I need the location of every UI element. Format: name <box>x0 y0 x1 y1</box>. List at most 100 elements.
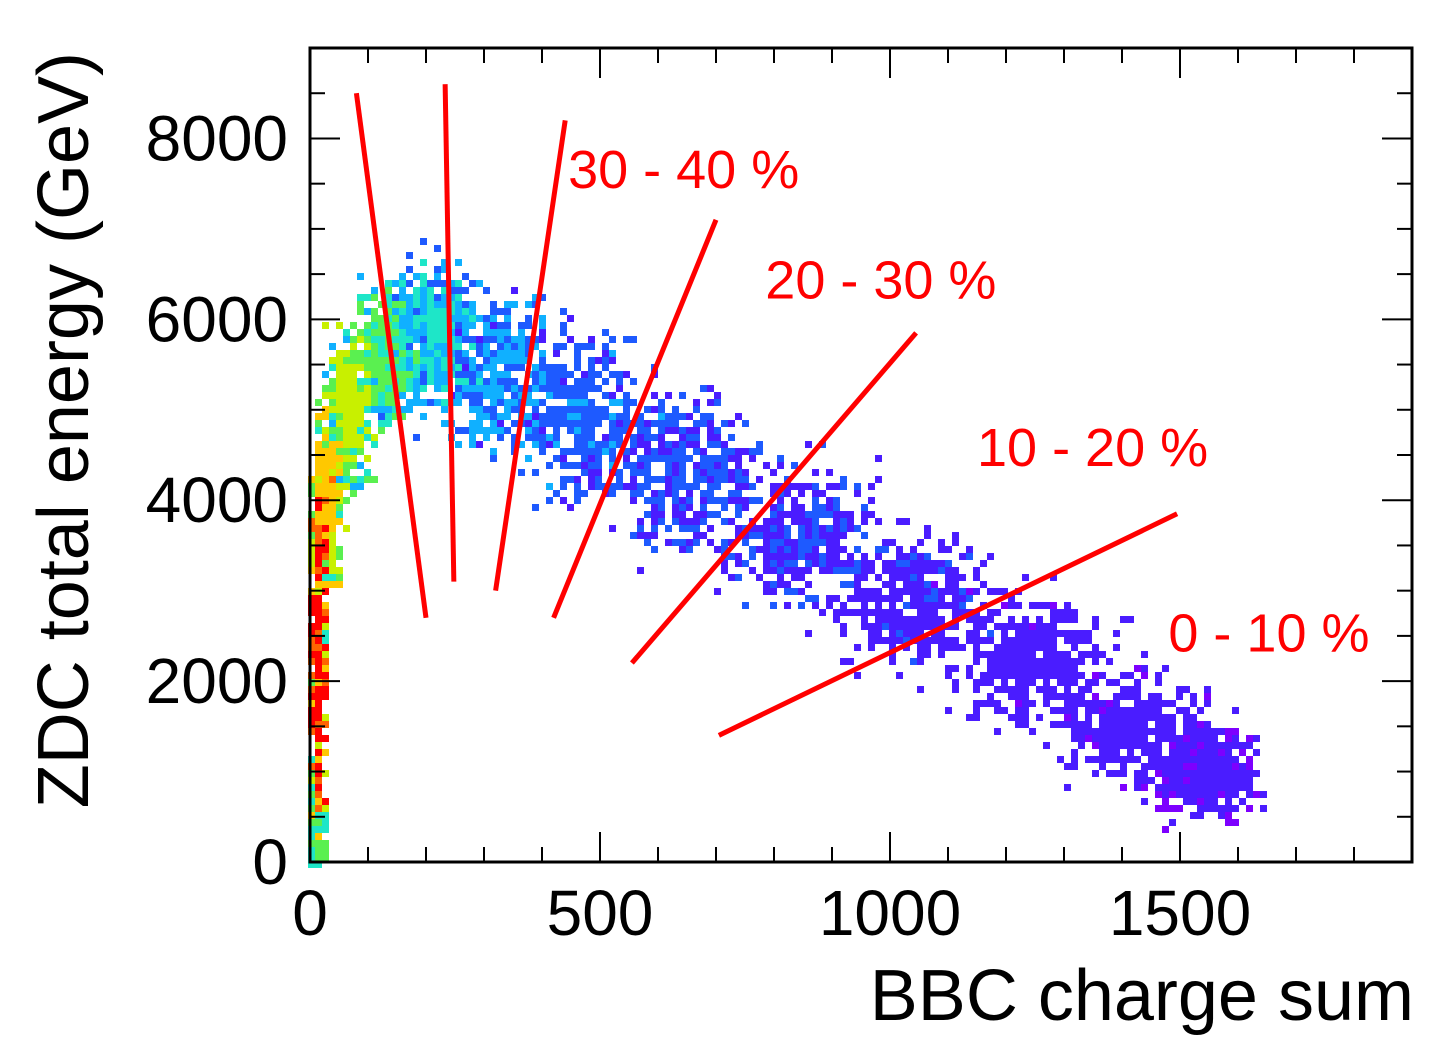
heatmap-cell <box>427 371 434 378</box>
heatmap-cell <box>623 406 630 413</box>
heatmap-cell <box>707 455 714 462</box>
heatmap-cell <box>1148 707 1155 714</box>
heatmap-cell <box>406 280 413 287</box>
heatmap-cell <box>812 532 819 539</box>
heatmap-cell <box>952 567 959 574</box>
heatmap-cell <box>1155 805 1162 812</box>
heatmap-cell <box>826 553 833 560</box>
heatmap-cell <box>679 539 686 546</box>
heatmap-cell <box>588 483 595 490</box>
heatmap-cell <box>742 469 749 476</box>
heatmap-cell <box>504 301 511 308</box>
heatmap-cell <box>1197 763 1204 770</box>
heatmap-cell <box>574 483 581 490</box>
heatmap-cell <box>1043 693 1050 700</box>
heatmap-cell <box>924 623 931 630</box>
heatmap-cell <box>1176 749 1183 756</box>
heatmap-cell <box>700 511 707 518</box>
y-tick-label: 6000 <box>146 283 288 355</box>
heatmap-cell <box>483 350 490 357</box>
heatmap-cell <box>427 322 434 329</box>
heatmap-cell <box>714 399 721 406</box>
heatmap-cell <box>1218 791 1225 798</box>
heatmap-cell <box>1197 812 1204 819</box>
heatmap-cell <box>1092 651 1099 658</box>
heatmap-cell <box>476 399 483 406</box>
heatmap-cell <box>1183 770 1190 777</box>
heatmap-cell <box>854 581 861 588</box>
heatmap-cell <box>322 560 329 567</box>
heatmap-cell <box>868 567 875 574</box>
heatmap-cell <box>791 574 798 581</box>
heatmap-cell <box>980 651 987 658</box>
heatmap-cell <box>1057 756 1064 763</box>
heatmap-cell <box>1134 721 1141 728</box>
heatmap-cell <box>371 406 378 413</box>
heatmap-cell <box>784 490 791 497</box>
heatmap-cell <box>987 616 994 623</box>
heatmap-cell <box>532 336 539 343</box>
heatmap-cell <box>1036 616 1043 623</box>
heatmap-cell <box>1183 728 1190 735</box>
heatmap-cell <box>357 420 364 427</box>
heatmap-cell <box>329 427 336 434</box>
heatmap-cell <box>889 637 896 644</box>
heatmap-cell <box>560 343 567 350</box>
heatmap-cell <box>385 364 392 371</box>
heatmap-cell <box>798 511 805 518</box>
heatmap-cell <box>889 581 896 588</box>
heatmap-cell <box>1120 756 1127 763</box>
heatmap-cell <box>756 497 763 504</box>
heatmap-cell <box>1085 679 1092 686</box>
heatmap-cell <box>343 357 350 364</box>
heatmap-cell <box>343 420 350 427</box>
heatmap-cell <box>427 280 434 287</box>
heatmap-cell <box>1211 770 1218 777</box>
heatmap-cell <box>553 413 560 420</box>
heatmap-cell <box>805 546 812 553</box>
heatmap-cell <box>1064 693 1071 700</box>
heatmap-cell <box>476 385 483 392</box>
heatmap-cell <box>1162 777 1169 784</box>
heatmap-cell <box>483 406 490 413</box>
heatmap-cell <box>1022 707 1029 714</box>
heatmap-cell <box>630 399 637 406</box>
heatmap-cell <box>945 644 952 651</box>
x-tick-label: 0 <box>292 877 328 949</box>
heatmap-cell <box>1057 707 1064 714</box>
heatmap-cell <box>1015 700 1022 707</box>
heatmap-cell <box>875 546 882 553</box>
heatmap-cell <box>462 308 469 315</box>
heatmap-cell <box>329 413 336 420</box>
heatmap-cell <box>364 427 371 434</box>
heatmap-cell <box>763 462 770 469</box>
heatmap-cell <box>847 560 854 567</box>
heatmap-cell <box>1001 588 1008 595</box>
heatmap-cell <box>987 693 994 700</box>
heatmap-cell <box>476 364 483 371</box>
heatmap-cell <box>357 392 364 399</box>
heatmap-cell <box>546 483 553 490</box>
heatmap-cell <box>1071 749 1078 756</box>
heatmap-cell <box>455 399 462 406</box>
heatmap-cell <box>889 595 896 602</box>
heatmap-cell <box>336 490 343 497</box>
heatmap-cell <box>315 413 322 420</box>
heatmap-cell <box>931 637 938 644</box>
heatmap-cell <box>1022 721 1029 728</box>
heatmap-cell <box>315 476 322 483</box>
heatmap-cell <box>819 539 826 546</box>
heatmap-cell <box>1162 728 1169 735</box>
heatmap-cell <box>322 847 329 854</box>
heatmap-cell <box>938 539 945 546</box>
heatmap-cell <box>441 266 448 273</box>
heatmap-cell <box>1120 735 1127 742</box>
heatmap-cell <box>945 574 952 581</box>
heatmap-cell <box>973 700 980 707</box>
heatmap-cell <box>336 406 343 413</box>
y-axis-label: ZDC total energy (GeV) <box>24 52 104 808</box>
heatmap-cell <box>910 616 917 623</box>
heatmap-cell <box>763 581 770 588</box>
heatmap-cell <box>707 413 714 420</box>
heatmap-cell <box>623 399 630 406</box>
